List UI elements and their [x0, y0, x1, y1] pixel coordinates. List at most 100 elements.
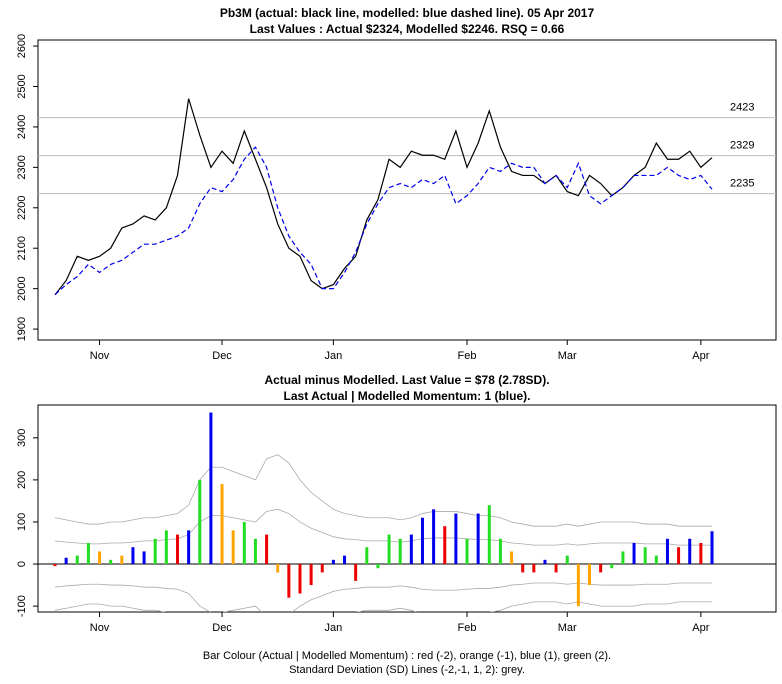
bar — [432, 509, 436, 565]
bar — [420, 517, 424, 565]
x-tick-label: Dec — [212, 622, 232, 634]
bar — [209, 412, 213, 565]
bar — [53, 564, 57, 567]
x-tick-label: Nov — [90, 350, 110, 362]
bar — [588, 564, 592, 586]
x-tick-label: Jan — [325, 350, 343, 362]
bar — [409, 534, 413, 565]
bar — [543, 559, 547, 565]
bar — [521, 564, 525, 573]
y-tick-label: 2500 — [16, 74, 28, 98]
bar — [387, 534, 391, 565]
bar — [75, 555, 79, 565]
bar — [454, 513, 458, 565]
x-tick-label: Mar — [558, 350, 577, 362]
chart-title: Pb3M (actual: black line, modelled: blue… — [220, 6, 595, 20]
y-tick-label: 200 — [16, 471, 28, 489]
bar — [654, 555, 658, 565]
x-tick-label: Apr — [692, 350, 709, 362]
chart-title: Actual minus Modelled. Last Value = $78 … — [264, 373, 549, 387]
x-tick-label: Feb — [458, 350, 477, 362]
footnote: Bar Colour (Actual | Modelled Momentum) … — [203, 650, 611, 662]
bar — [665, 538, 669, 565]
x-tick-label: Jan — [325, 622, 343, 634]
bar — [688, 538, 692, 565]
plot-frame — [37, 39, 777, 341]
bar — [120, 555, 124, 565]
bar — [599, 564, 603, 573]
x-tick-label: Mar — [558, 622, 577, 634]
y-tick-label: 2300 — [16, 155, 28, 179]
y-tick-label: 1900 — [16, 317, 28, 341]
plot-area — [38, 98, 776, 296]
x-tick-label: Feb — [458, 622, 477, 634]
plot-area — [38, 412, 776, 612]
reference-label: 2423 — [730, 102, 754, 114]
series-line — [54, 146, 713, 296]
bar — [476, 513, 480, 565]
y-tick-label: 0 — [16, 561, 28, 567]
bar — [465, 538, 469, 565]
bar — [532, 564, 536, 573]
chart-subtitle: Last Values : Actual $2324, Modelled $22… — [250, 22, 565, 36]
bar — [376, 564, 380, 569]
bar — [565, 555, 569, 565]
y-tick-label: 2200 — [16, 196, 28, 220]
y-tick-label: 100 — [16, 513, 28, 531]
sd-line — [54, 508, 712, 546]
bar — [699, 543, 703, 565]
bar — [643, 547, 647, 565]
bar — [187, 530, 191, 565]
y-tick-label: 2000 — [16, 276, 28, 300]
bar — [86, 543, 90, 565]
bar — [253, 538, 257, 565]
bar — [198, 479, 202, 565]
bar — [265, 534, 269, 565]
bar — [365, 547, 369, 565]
sd-line — [54, 582, 712, 612]
bar — [276, 564, 280, 573]
bar — [131, 547, 135, 565]
bar — [231, 530, 235, 565]
bar — [621, 551, 625, 565]
bar — [487, 505, 491, 565]
bar — [576, 564, 580, 607]
bar — [510, 551, 514, 565]
sd-line — [54, 454, 712, 527]
bar — [153, 538, 157, 565]
bar — [142, 551, 146, 565]
bar — [320, 564, 324, 573]
series-line — [54, 98, 713, 296]
bar — [498, 538, 502, 565]
bar — [109, 559, 113, 565]
sd-line — [54, 601, 712, 612]
bar — [610, 564, 614, 569]
bar — [64, 557, 68, 565]
y-tick-label: 2100 — [16, 236, 28, 260]
reference-label: 2235 — [730, 178, 754, 190]
y-tick-label: 300 — [16, 429, 28, 447]
bar — [98, 551, 102, 565]
bar — [242, 521, 246, 565]
y-tick-label: 2600 — [16, 34, 28, 58]
bar — [554, 564, 558, 573]
chart-subtitle: Last Actual | Modelled Momentum: 1 (blue… — [284, 389, 531, 403]
footnote: Standard Deviation (SD) Lines (-2,-1, 1,… — [289, 664, 525, 676]
bar — [298, 564, 302, 594]
bar — [398, 538, 402, 565]
bar — [220, 484, 224, 565]
reference-label: 2329 — [730, 140, 754, 152]
bar — [632, 543, 636, 565]
bar — [710, 531, 714, 565]
x-tick-label: Dec — [212, 350, 232, 362]
bar — [354, 564, 358, 581]
bar — [309, 564, 313, 586]
x-tick-label: Apr — [692, 622, 709, 634]
bar — [677, 547, 681, 565]
bar — [331, 559, 335, 565]
bar — [287, 564, 291, 598]
y-tick-label: -100 — [16, 595, 28, 617]
x-tick-label: Nov — [90, 622, 110, 634]
